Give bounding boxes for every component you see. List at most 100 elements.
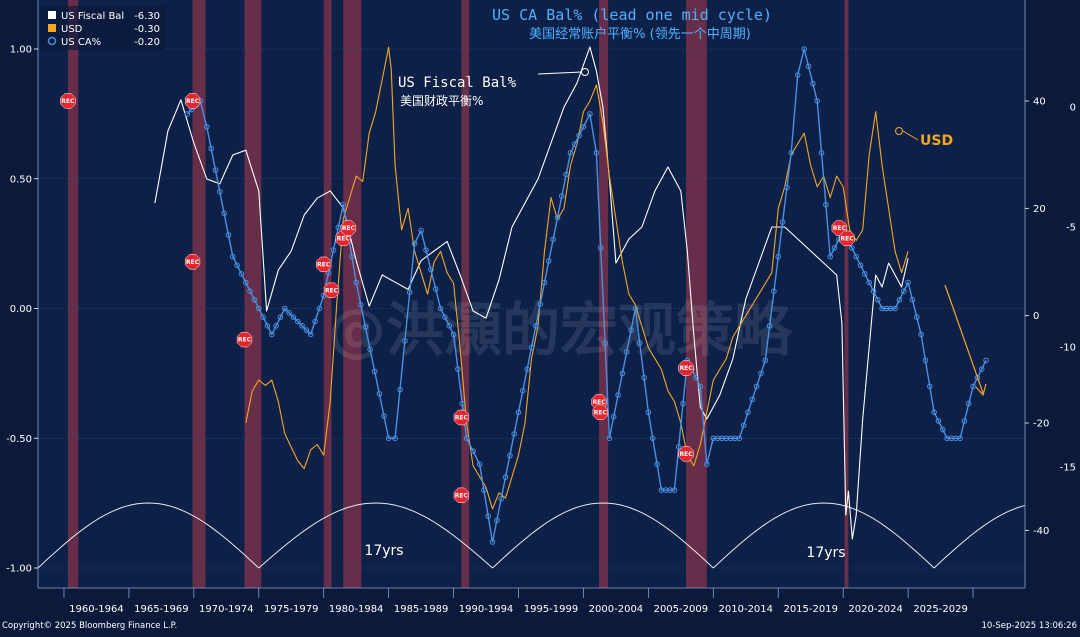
- ca-point: [371, 368, 378, 375]
- right-inner-tick-label: 0: [1033, 311, 1039, 322]
- ca-point: [935, 418, 942, 424]
- x-tick-label: 1995-1999: [524, 604, 579, 615]
- rec-marker-label: REC: [833, 225, 847, 232]
- legend: US Fiscal Bal -6.30 USD -0.30 US CA% -0.…: [40, 6, 165, 50]
- ca-point: [788, 150, 795, 156]
- ca-point: [831, 245, 838, 251]
- ca-point: [914, 314, 920, 320]
- right-outer-tick-label: 0: [1070, 103, 1076, 114]
- ca-point: [251, 297, 258, 303]
- ca-point: [866, 279, 873, 286]
- ca-point: [641, 374, 647, 381]
- x-tick-label: 1975-1979: [264, 604, 319, 615]
- ca-point: [502, 474, 509, 481]
- ca-point: [446, 323, 453, 329]
- ca-point: [753, 383, 760, 390]
- usd-forecast-arrowhead: [975, 383, 987, 397]
- ca-point: [307, 331, 314, 338]
- ca-point: [381, 413, 387, 419]
- ca-point: [225, 232, 232, 238]
- ca-point: [533, 323, 539, 329]
- cycle-arc-0: [38, 502, 260, 569]
- ca-point: [423, 247, 429, 253]
- ca-point: [524, 366, 531, 372]
- recession-markers: REC REC REC REC REC REC REC REC REC REC REC REC REC R…: [60, 93, 855, 503]
- rec-marker-label: REC: [679, 365, 693, 372]
- cycle-label-2: 17yrs: [806, 545, 845, 561]
- plot-area: [38, 0, 1025, 588]
- x-tick-label: 2005-2009: [654, 604, 709, 615]
- ca-point: [693, 374, 699, 381]
- ca-point: [541, 279, 548, 286]
- cycle-arc-4: [933, 505, 1025, 569]
- ca-point: [264, 323, 271, 329]
- rec-marker-label: REC: [61, 98, 75, 105]
- x-tick-label: 2015-2019: [783, 604, 838, 615]
- ca-point: [330, 247, 337, 253]
- legend-box: [40, 6, 165, 50]
- ca-point: [970, 383, 976, 390]
- rec-marker-11: [592, 404, 608, 420]
- legend-usd-swatch: [48, 24, 56, 32]
- watermark-text: @洪灝的宏观策略: [328, 296, 793, 364]
- ca-point: [515, 409, 522, 416]
- cycle-arc-2: [492, 502, 714, 569]
- left-tick-label: 0.50: [10, 174, 32, 185]
- ca-point: [965, 400, 972, 407]
- ca-point: [554, 214, 561, 221]
- ca-point: [810, 80, 816, 87]
- ca-point: [823, 201, 829, 208]
- ca-point: [437, 305, 444, 312]
- rec-marker-label: REC: [317, 261, 331, 268]
- legend-ca-name: US CA%: [61, 37, 101, 48]
- legend-ca-swatch: [47, 36, 57, 46]
- ca-point: [567, 150, 574, 156]
- rec-marker-label: REC: [186, 98, 200, 105]
- x-tick-label: 1980-1984: [329, 604, 384, 615]
- ca-point: [805, 63, 812, 70]
- ca-point: [922, 357, 929, 364]
- recession-band-7: [686, 0, 707, 588]
- legend-usd-value: -0.30: [134, 24, 160, 35]
- ca-point: [459, 400, 466, 407]
- footer-timestamp: 10-Sep-2025 13:06:26: [982, 621, 1077, 631]
- ca-point: [853, 253, 860, 260]
- ca-point: [775, 253, 782, 260]
- rec-marker-13: [678, 446, 694, 462]
- ca-point: [909, 297, 916, 303]
- ca-point: [649, 435, 656, 442]
- legend-fiscal-swatch: [48, 11, 56, 19]
- ca-point: [485, 513, 492, 519]
- rec-marker-label: REC: [455, 492, 469, 499]
- ca-point: [550, 236, 556, 243]
- rec-marker-1: [184, 93, 201, 109]
- x-tick-label: 1965-1969: [134, 604, 189, 615]
- usd-annotation-dot: [895, 127, 903, 135]
- ca-point: [243, 279, 249, 286]
- legend-fiscal-value: -6.30: [134, 11, 160, 22]
- x-tick-label: 2020-2024: [848, 604, 903, 615]
- ca-point: [349, 253, 355, 260]
- recession-band-0: [67, 0, 79, 588]
- ca-point: [406, 289, 413, 296]
- ca-point: [362, 324, 369, 330]
- ca-point: [269, 331, 275, 338]
- ca-point: [411, 240, 418, 247]
- ca-point: [623, 349, 630, 355]
- ca-point: [857, 262, 864, 269]
- ca-point: [537, 301, 544, 308]
- usd-annotation: USD: [920, 133, 953, 149]
- ca-point: [827, 253, 834, 260]
- ca-point: [762, 357, 769, 364]
- ca-point: [896, 297, 903, 303]
- ca-point: [273, 323, 279, 329]
- ca-point: [918, 331, 924, 338]
- ca-point: [489, 539, 496, 545]
- rec-marker-label: REC: [592, 399, 606, 406]
- right-outer-tick-label: -5: [1066, 223, 1076, 234]
- ca-point: [520, 387, 526, 394]
- ca-point: [230, 253, 236, 260]
- ca-point: [450, 331, 457, 338]
- ca-point: [892, 305, 898, 312]
- ca-point: [476, 461, 483, 468]
